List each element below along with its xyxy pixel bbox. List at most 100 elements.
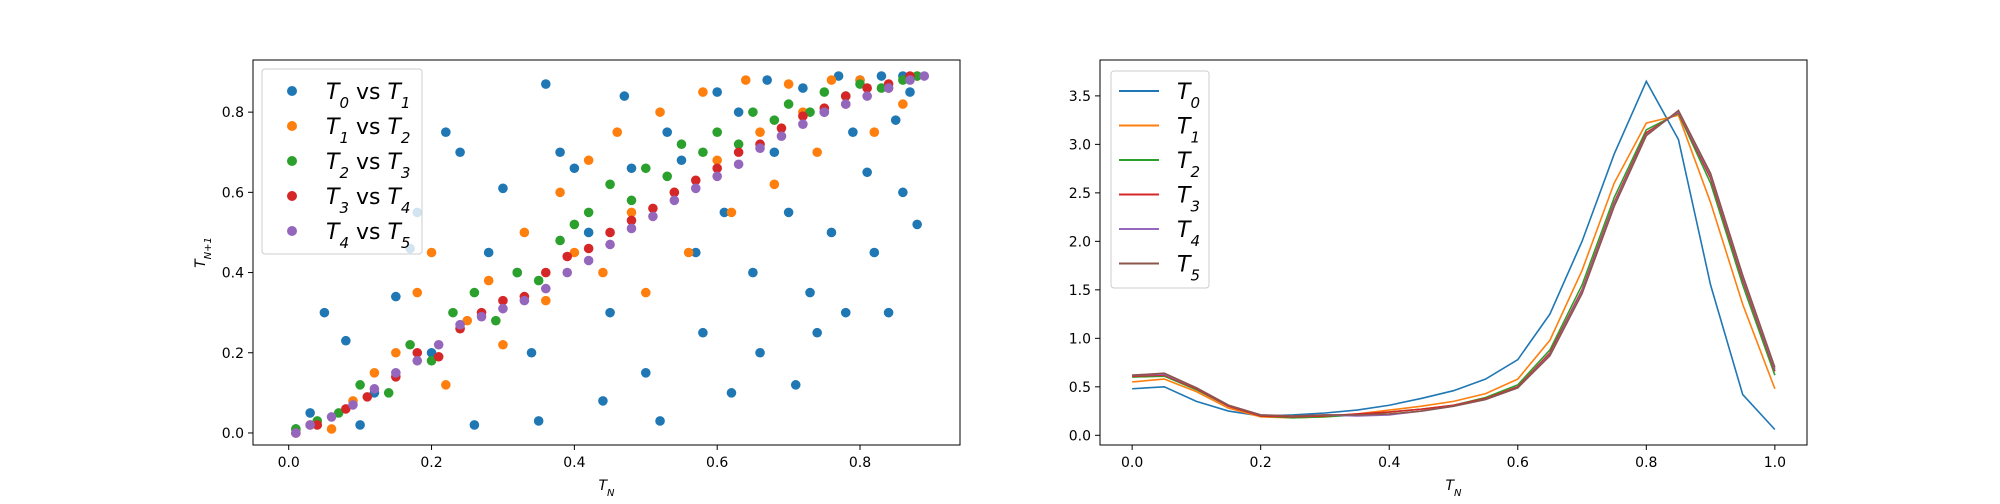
- y-tick-label: 0.5: [1069, 380, 1091, 396]
- scatter-point: [426, 347, 437, 358]
- scatter-point: [562, 251, 573, 262]
- scatter-point: [698, 147, 708, 158]
- scatter-point: [483, 247, 494, 258]
- scatter-point: [883, 83, 894, 93]
- scatter-point: [898, 75, 908, 85]
- scatter-point: [712, 87, 722, 97]
- scatter-point: [683, 247, 694, 258]
- scatter-point: [755, 127, 765, 137]
- axes-frame: [252, 59, 961, 446]
- scatter-point: [491, 315, 501, 326]
- scatter-point: [698, 327, 708, 338]
- x-tick-label: 0.2: [1250, 455, 1272, 471]
- legend-label: T0: [1177, 80, 1200, 112]
- scatter-point: [848, 127, 858, 137]
- scatter-point: [805, 107, 815, 117]
- y-tick-label: 0.0: [222, 426, 244, 442]
- scatter-point: [712, 155, 722, 166]
- scatter-point: [669, 187, 680, 198]
- x-tick-label: 1.0: [1764, 455, 1786, 471]
- y-tick-label: 2.5: [1069, 186, 1091, 202]
- scatter-point: [840, 91, 851, 101]
- scatter-point: [291, 428, 301, 438]
- scatter-point: [790, 380, 801, 390]
- scatter-point: [383, 388, 394, 398]
- scatter-point: [569, 247, 580, 258]
- scatter-point: [676, 139, 687, 150]
- legend-box: [261, 68, 423, 255]
- scatter-point: [612, 127, 623, 137]
- scatter-point: [876, 71, 887, 81]
- scatter-point: [433, 351, 444, 362]
- scatter-point: [605, 227, 615, 238]
- scatter-point: [812, 147, 822, 158]
- scatter-point: [605, 239, 615, 250]
- scatter-point: [798, 83, 808, 93]
- legend-label: T1 vs T2: [326, 115, 410, 147]
- scatter-point: [319, 307, 330, 318]
- scatter-point: [640, 163, 651, 174]
- scatter-point: [876, 83, 887, 93]
- scatter-point: [348, 400, 358, 410]
- y-tick-label: 0.8: [222, 105, 244, 121]
- x-tick-label: 0.6: [1507, 455, 1529, 471]
- scatter-point: [326, 412, 337, 422]
- scatter-point: [605, 307, 615, 318]
- legend-marker: [287, 156, 297, 166]
- scatter-point: [690, 247, 701, 258]
- scatter-point: [755, 143, 765, 154]
- x-axis-label: TN: [598, 478, 615, 499]
- scatter-point: [583, 255, 594, 266]
- legend-label: T1: [1177, 115, 1200, 147]
- legend-label: T2: [1177, 149, 1200, 181]
- scatter-point: [326, 424, 337, 434]
- axes-frame: [1099, 59, 1808, 446]
- x-tick-label: 0.8: [1635, 455, 1657, 471]
- scatter-point: [655, 107, 665, 117]
- legend-label: T4: [1177, 218, 1200, 250]
- scatter-point: [455, 319, 465, 330]
- scatter-point: [769, 147, 780, 158]
- scatter-point: [819, 87, 830, 97]
- scatter-point: [619, 91, 630, 101]
- scatter-point: [719, 207, 730, 218]
- scatter-point: [305, 420, 315, 430]
- legend-label: T0 vs T1: [326, 80, 410, 112]
- legend-label: T5: [1177, 253, 1200, 285]
- series-line-0: [1132, 79, 1776, 431]
- scatter-point: [369, 384, 380, 394]
- y-axis-label: TN+1: [193, 237, 214, 268]
- scatter-point: [498, 303, 508, 314]
- scatter-point: [369, 368, 380, 378]
- scatter-point: [733, 139, 744, 150]
- scatter-point: [555, 187, 565, 198]
- scatter-point: [855, 79, 865, 89]
- scatter-point: [626, 207, 637, 218]
- y-tick-label: 0.4: [222, 266, 244, 282]
- scatter-point: [569, 219, 580, 230]
- scatter-point: [840, 307, 851, 318]
- scatter-point: [912, 219, 922, 230]
- scatter-point: [455, 147, 465, 158]
- scatter-point: [733, 147, 744, 158]
- scatter-point: [333, 408, 344, 418]
- scatter-point: [312, 420, 323, 430]
- scatter-point: [441, 127, 451, 137]
- scatter-point: [890, 115, 901, 125]
- scatter-point: [640, 287, 651, 298]
- scatter-point: [519, 295, 530, 306]
- x-axis-label: TN: [1445, 478, 1462, 499]
- scatter-point: [833, 71, 844, 81]
- y-tick-label: 2.0: [1069, 234, 1091, 250]
- scatter-point: [412, 347, 423, 358]
- chart-2: 0.0 0.2 0.4 0.6 0.8 1.0 0.0 0.5 1.0 1.5 2.0 2.5 3.0 3…: [1069, 59, 1808, 499]
- scatter-point: [898, 187, 908, 198]
- scatter-point: [798, 111, 808, 121]
- scatter-point: [712, 163, 722, 174]
- scatter-point: [819, 107, 830, 117]
- scatter-point: [605, 179, 615, 190]
- y-tick-label: 3.0: [1069, 137, 1091, 153]
